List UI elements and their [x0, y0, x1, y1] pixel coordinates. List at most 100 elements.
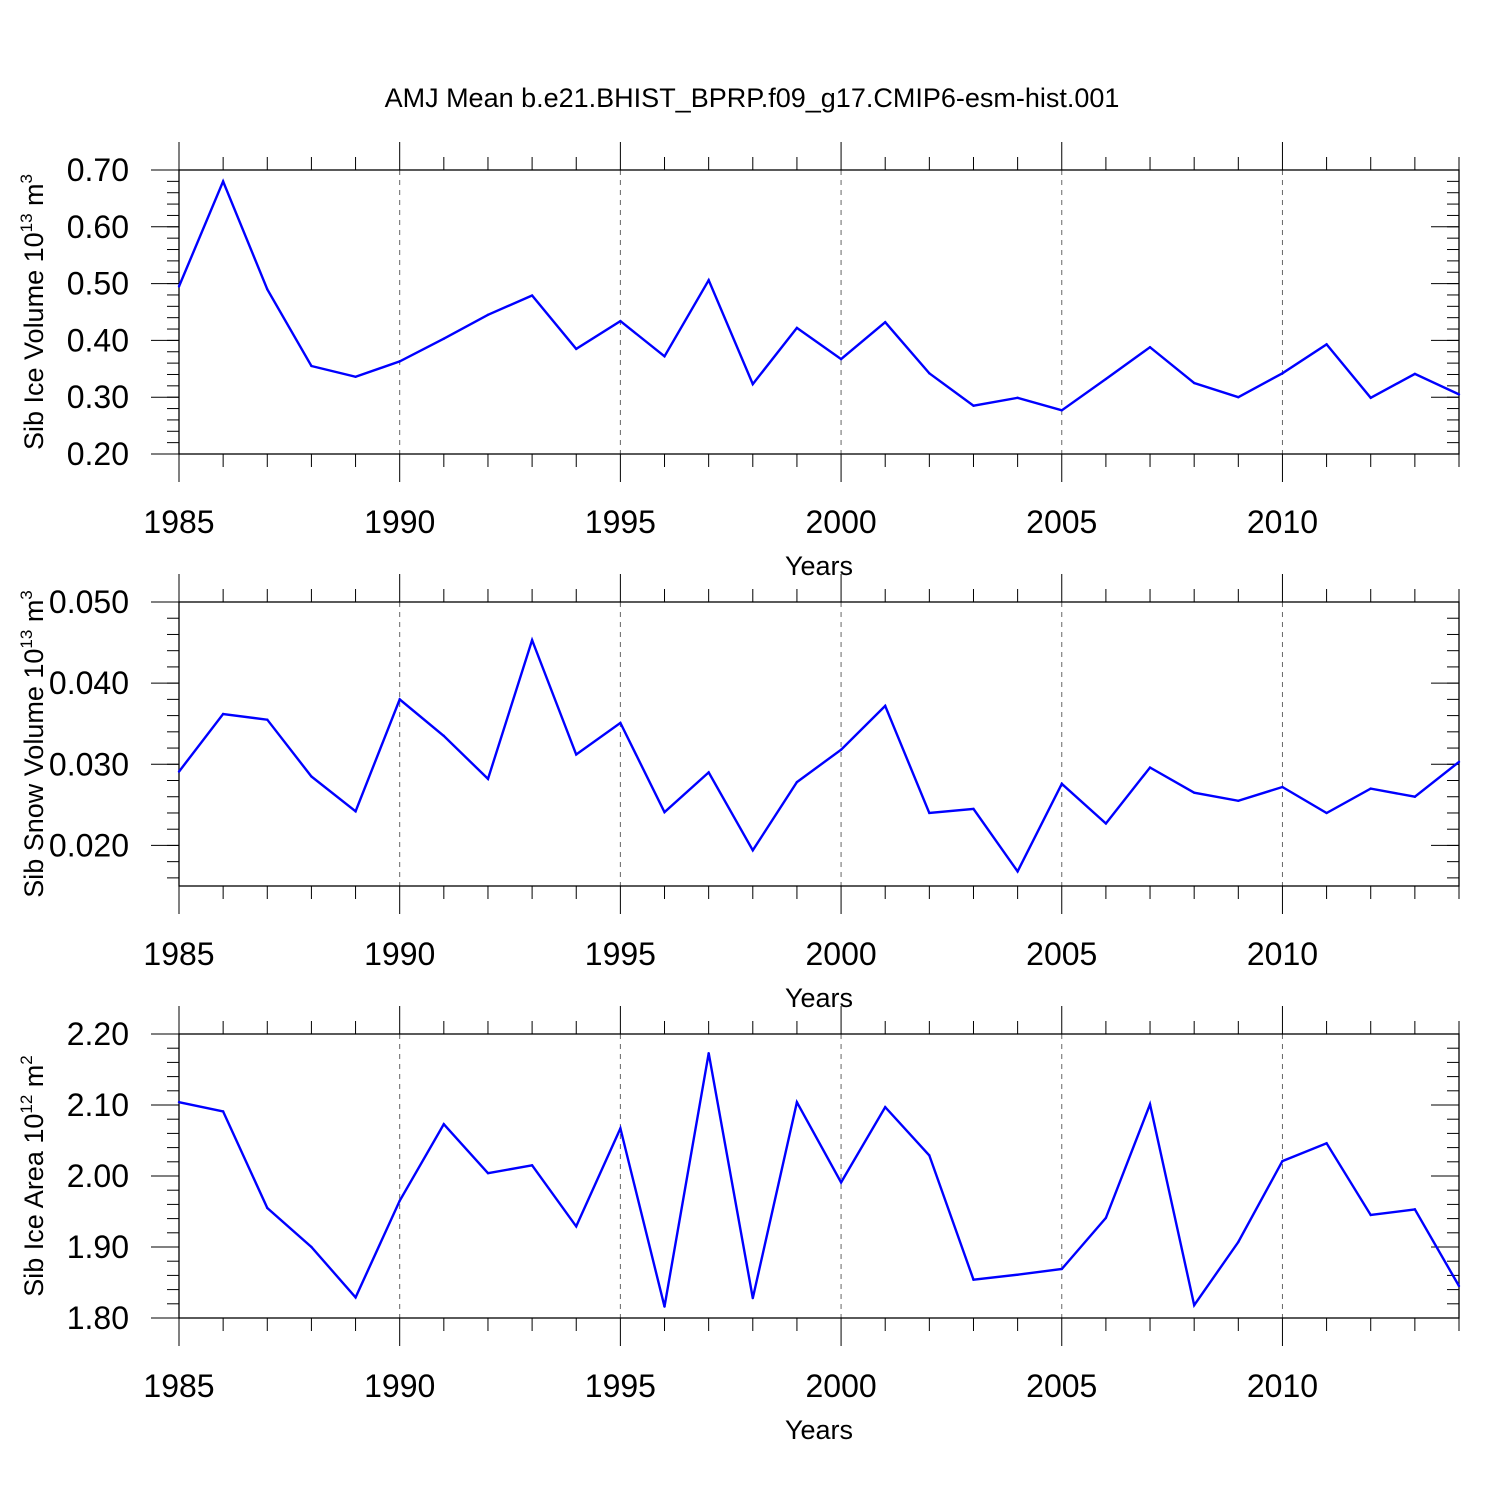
data-point: [663, 1305, 666, 1308]
data-point: [1060, 1267, 1063, 1271]
data-point: [707, 771, 710, 774]
panel-1: 1985 1990 1995 2000 2005 2010 Years 0.20 0.30 0.4…: [17, 142, 1461, 581]
data-point: [1457, 760, 1461, 764]
data-point: [619, 1127, 622, 1130]
data-point: [619, 721, 622, 725]
data-point: [1148, 1103, 1152, 1106]
data-point: [839, 357, 843, 361]
data-point: [928, 811, 931, 815]
data-point: [575, 347, 578, 351]
plot-frame: [178, 601, 1460, 887]
data-point: [530, 1164, 534, 1167]
data-point: [1369, 1213, 1372, 1217]
y-tick-label: 2.10: [67, 1087, 129, 1123]
data-point: [442, 337, 446, 340]
data-point: [972, 807, 975, 811]
data-point: [442, 734, 446, 738]
plot-frame: [178, 1033, 1460, 1319]
data-point: [1457, 1284, 1461, 1288]
x-tick-label: 2010: [1247, 936, 1318, 972]
x-axis-title: Years: [785, 1415, 853, 1445]
x-tick-label: 2000: [805, 504, 876, 540]
data-point: [1192, 381, 1196, 385]
data-point: [839, 748, 843, 751]
data-point: [795, 326, 799, 330]
data-point: [1413, 1208, 1417, 1211]
data-point: [530, 638, 534, 642]
data-point: [266, 718, 269, 721]
x-tick-label: 2000: [805, 936, 876, 972]
data-point: [1060, 409, 1063, 412]
data-point: [1016, 870, 1019, 873]
data-point: [928, 372, 931, 375]
data-point: [1104, 1216, 1108, 1220]
series-line: [178, 636, 1460, 874]
data-point: [1325, 343, 1328, 346]
data-point: [1325, 1142, 1328, 1145]
data-point: [1413, 372, 1417, 376]
x-tick-label: 2005: [1026, 504, 1097, 540]
x-tick-label: 2005: [1026, 1368, 1097, 1404]
data-point: [1104, 822, 1108, 825]
data-point: [575, 753, 578, 756]
data-point: [354, 810, 357, 813]
data-point: [1281, 785, 1284, 789]
data-point: [266, 1206, 269, 1210]
data-point: [1192, 1304, 1196, 1307]
data-point: [221, 1110, 225, 1113]
data-point: [795, 780, 799, 784]
x-axis-title: Years: [785, 551, 853, 581]
x-tick-label: 1985: [143, 1368, 214, 1404]
data-point: [1369, 787, 1372, 790]
data-point: [1016, 1273, 1019, 1276]
data-point: [177, 770, 181, 773]
data-point: [1148, 346, 1152, 349]
y-tick-label: 2.20: [67, 1016, 129, 1052]
data-point: [928, 1154, 931, 1157]
x-tick-label: 1995: [585, 936, 656, 972]
y-tick-label: 0.030: [49, 746, 129, 782]
chart-title: AMJ Mean b.e21.BHIST_BPRP.f09_g17.CMIP6-…: [385, 83, 1120, 113]
data-point: [619, 319, 622, 323]
data-point: [972, 1278, 975, 1281]
data-point: [663, 355, 666, 358]
x-tick-label: 2010: [1247, 1368, 1318, 1404]
y-tick-label: 0.50: [67, 266, 129, 302]
data-point: [1060, 782, 1063, 785]
data-point: [707, 278, 710, 282]
x-tick-label: 2000: [805, 1368, 876, 1404]
data-point: [486, 313, 490, 317]
data-point: [1192, 791, 1196, 794]
data-point: [1281, 372, 1284, 375]
data-point: [1369, 396, 1372, 399]
y-tick-label: 0.60: [67, 209, 129, 245]
y-tick-label: 1.80: [67, 1300, 129, 1336]
data-point: [177, 285, 181, 288]
data-point: [1016, 396, 1019, 399]
series-line: [178, 1052, 1461, 1309]
data-point: [1325, 811, 1328, 815]
y-tick-label: 0.040: [49, 665, 129, 701]
x-tick-label: 1990: [364, 936, 435, 972]
data-point: [354, 1296, 357, 1299]
data-point: [486, 1171, 490, 1175]
x-tick-label: 1990: [364, 504, 435, 540]
data-point: [221, 180, 225, 183]
data-point: [1413, 795, 1417, 798]
data-point: [1237, 1240, 1240, 1244]
data-point: [442, 1122, 446, 1126]
y-tick-label: 0.40: [67, 322, 129, 358]
data-point: [486, 777, 490, 781]
x-axis-title: Years: [785, 983, 853, 1013]
panel-2: 1985 1990 1995 2000 2005 2010 Years 0.020 0.030 0…: [17, 574, 1461, 1013]
data-point: [751, 382, 754, 386]
data-point: [1237, 799, 1240, 802]
plot-frame: [178, 169, 1460, 455]
x-tick-label: 2010: [1247, 504, 1318, 540]
data-point: [884, 1105, 887, 1109]
y-axis-title: Sib Snow Volume 1013 m3: [17, 590, 49, 898]
data-point: [795, 1100, 799, 1104]
series-line: [177, 178, 1460, 412]
data-point: [310, 1245, 313, 1249]
